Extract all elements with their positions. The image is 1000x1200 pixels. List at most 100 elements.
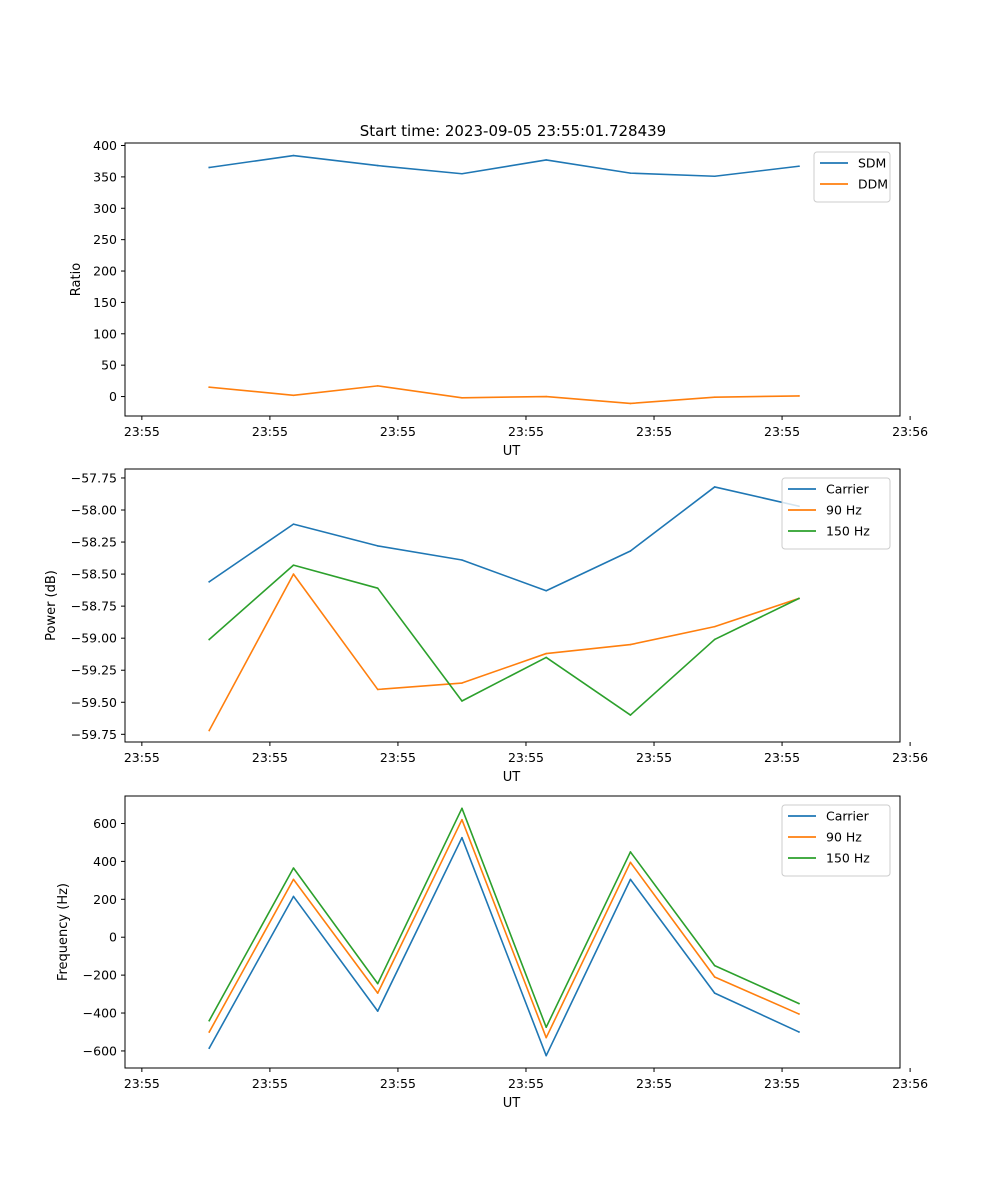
power-x-tick-label: 23:55 <box>764 750 800 765</box>
frequency-y-tick-label: −200 <box>83 968 117 983</box>
power-panel: −59.75 −59.50 −59.25 −59.00 −58.75 −58.50 −58.… <box>44 468 928 785</box>
frequency-series-carrier-point <box>376 1010 379 1012</box>
ratio-series-sdm-point <box>545 159 547 161</box>
frequency-y-tick-label: 400 <box>93 854 117 869</box>
power-series-90-hz-point <box>545 652 547 655</box>
frequency-series-carrier-point <box>292 895 295 898</box>
ratio-series-ddm-point <box>713 396 716 398</box>
frequency-series-carrier-point <box>629 878 632 881</box>
ratio-series-ddm-point <box>461 397 463 399</box>
power-series-carrier-point <box>713 486 716 488</box>
frequency-y-tick-label: 200 <box>93 892 117 907</box>
ratio-legend-label: DDM <box>858 177 888 192</box>
ratio-y-tick-label: 0 <box>109 389 117 404</box>
frequency-series-90-hz-point <box>208 1031 211 1033</box>
power-legend-label: 150 Hz <box>826 524 870 539</box>
ratio-series-sdm-line <box>208 154 800 178</box>
ratio-legend-box <box>813 151 891 203</box>
power-x-tick-label: 23:55 <box>508 750 544 765</box>
frequency-panel: −600 −400 −200 0 200 400 600 23:55 23:55 23:55 23:… <box>56 795 928 1111</box>
ratio-series-sdm-point <box>713 175 716 178</box>
frequency-series-90-hz-point <box>545 1036 547 1039</box>
ratio-y-tick-label: 200 <box>93 264 117 279</box>
ratio-series-ddm-point <box>798 395 800 397</box>
power-y-tick-label: −58.50 <box>71 567 117 582</box>
power-series-carrier-point <box>208 580 211 583</box>
ratio-series-sdm-point <box>798 165 800 168</box>
power-x-tick-label: 23:55 <box>252 750 288 765</box>
ratio-y-tick-label: 250 <box>93 232 117 247</box>
power-y-tick-label: −58.25 <box>71 535 117 550</box>
power-y-tick-label: −59.75 <box>71 727 117 742</box>
power-y-tick-label: −58.00 <box>71 503 117 518</box>
frequency-series-carrier-point <box>545 1054 547 1057</box>
ratio-series-ddm-line <box>208 385 800 405</box>
ratio-legend-label: SDM <box>858 156 886 171</box>
power-series-150-hz-line <box>208 564 800 716</box>
power-series-150-hz-point <box>798 597 800 600</box>
frequency-x-tick-label: 23:55 <box>252 1076 288 1091</box>
frequency-series-150-hz-point <box>713 964 716 967</box>
power-x-axis-label: UT <box>503 770 521 785</box>
ratio-x-tick-label: 23:56 <box>892 424 928 439</box>
power-series-carrier-point <box>545 589 547 592</box>
power-series-90-hz-point <box>461 682 463 684</box>
frequency-x-tick-label: 23:56 <box>892 1076 928 1091</box>
frequency-series-90-hz-line <box>208 818 800 1039</box>
frequency-x-axis-label: UT <box>503 1096 521 1111</box>
ratio-y-tick-label: 400 <box>93 138 117 153</box>
power-series-carrier-point <box>629 550 632 552</box>
power-legend-label: Carrier <box>826 482 870 497</box>
figure-title: Start time: 2023-09-05 23:55:01.728439 <box>360 122 666 140</box>
power-series-90-hz-point <box>208 729 211 732</box>
ratio-series-ddm-point <box>208 386 211 388</box>
power-series-90-hz-point <box>629 643 632 646</box>
frequency-series-150-hz-point <box>545 1026 547 1029</box>
frequency-x-tick-label: 23:55 <box>764 1076 800 1091</box>
ratio-x-tick-label: 23:55 <box>764 424 800 439</box>
ratio-x-tick-label: 23:55 <box>380 424 416 439</box>
frequency-y-tick-label: −600 <box>83 1043 117 1058</box>
power-x-tick-label: 23:56 <box>892 750 928 765</box>
ratio-y-tick-label: 50 <box>101 358 117 373</box>
ratio-y-tick-label: 100 <box>93 326 117 341</box>
power-series-90-hz-line <box>208 573 800 732</box>
ratio-series-ddm-point <box>545 395 547 398</box>
power-series-carrier-point <box>376 545 379 547</box>
power-series-150-hz-point <box>713 638 716 641</box>
power-series-90-hz-point <box>713 625 716 628</box>
power-series-carrier-line <box>208 486 800 592</box>
frequency-series-150-hz-point <box>292 867 295 869</box>
frequency-series-150-hz-point <box>376 982 379 985</box>
frequency-legend-label: Carrier <box>826 809 870 824</box>
frequency-y-axis-label: Frequency (Hz) <box>56 883 71 981</box>
power-y-tick-label: −59.25 <box>71 663 117 678</box>
power-series-150-hz-point <box>545 656 547 659</box>
frequency-series-150-hz-line <box>208 807 800 1029</box>
ratio-series-ddm-point <box>629 402 632 405</box>
ratio-x-tick-label: 23:55 <box>124 424 160 439</box>
ratio-x-tick-label: 23:55 <box>636 424 672 439</box>
frequency-series-carrier-line <box>208 836 800 1057</box>
ratio-series-ddm-point <box>292 394 295 397</box>
ratio-x-tick-label: 23:55 <box>508 424 544 439</box>
frequency-y-tick-label: −400 <box>83 1006 117 1021</box>
power-series-150-hz-point <box>292 564 295 566</box>
frequency-series-150-hz-point <box>461 807 463 810</box>
frequency-series-150-hz-point <box>798 1002 800 1005</box>
power-series-90-hz-point <box>292 573 295 575</box>
ratio-series-sdm-point <box>629 172 632 174</box>
frequency-series-carrier-point <box>798 1031 800 1033</box>
ratio-x-axis-label: UT <box>503 444 521 459</box>
frequency-series-90-hz-point <box>798 1013 800 1015</box>
power-y-axis-label: Power (dB) <box>44 570 59 641</box>
ratio-series-sdm-point <box>376 164 379 167</box>
power-legend: Carrier 90 Hz 150 Hz <box>781 477 891 550</box>
ratio-y-tick-label: 300 <box>93 201 117 216</box>
frequency-series-90-hz-point <box>292 878 295 881</box>
frequency-plot-frame <box>124 795 901 1069</box>
ratio-y-tick-label: 150 <box>93 295 117 310</box>
frequency-legend-label: 90 Hz <box>826 830 862 845</box>
power-plot-frame <box>124 468 901 743</box>
